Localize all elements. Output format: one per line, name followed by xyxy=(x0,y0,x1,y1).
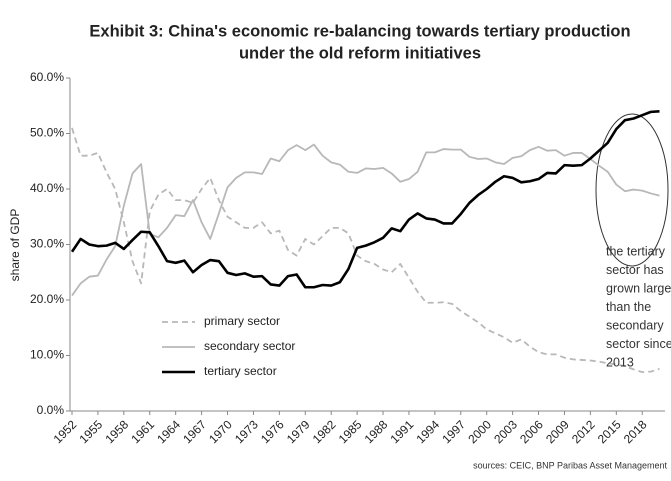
x-tick-label: 1997 xyxy=(439,417,468,446)
y-tick-label: 50.0% xyxy=(30,126,64,140)
y-tick-label: 30.0% xyxy=(30,237,64,251)
x-tick-label: 1985 xyxy=(336,417,365,446)
x-tick-label: 1979 xyxy=(284,417,313,446)
x-tick-label: 1988 xyxy=(362,417,391,446)
x-tick-label: 1982 xyxy=(310,417,339,446)
y-tick-label: 40.0% xyxy=(30,181,64,195)
y-axis-label: share of GDP xyxy=(8,209,22,282)
x-tick-label: 1994 xyxy=(413,417,442,446)
x-tick-label: 1967 xyxy=(180,417,209,446)
x-tick-label: 2000 xyxy=(465,417,494,446)
x-tick-label: 2006 xyxy=(517,417,546,446)
annotation: than the xyxy=(606,300,651,314)
x-tick-label: 2015 xyxy=(595,417,624,446)
x-tick-label: 1976 xyxy=(258,417,287,446)
x-tick-label: 1973 xyxy=(232,417,261,446)
annotation: sector since xyxy=(606,337,671,351)
annotation: sector has xyxy=(606,263,664,277)
series-line xyxy=(71,143,660,297)
x-tick-label: 2018 xyxy=(621,417,650,446)
series-line xyxy=(71,127,660,374)
annotation: the tertiary xyxy=(606,244,666,258)
x-tick-label: 2012 xyxy=(569,417,598,446)
series-line xyxy=(70,110,660,289)
x-tick-label: 1991 xyxy=(388,417,417,446)
source-note: sources: CEIC, BNP Paribas Asset Managem… xyxy=(473,460,667,470)
legend-label: tertiary sector xyxy=(204,364,277,378)
x-tick-label: 1952 xyxy=(51,417,80,446)
y-tick-label: 20.0% xyxy=(30,292,64,306)
x-tick-label: 1958 xyxy=(102,417,131,446)
y-tick-label: 10.0% xyxy=(30,348,64,362)
annotation: 2013 xyxy=(606,355,634,369)
chart-title: Exhibit 3: China's economic re-balancing… xyxy=(89,22,630,40)
x-tick-label: 2009 xyxy=(543,417,572,446)
x-tick-label: 1961 xyxy=(128,417,157,446)
x-tick-label: 1964 xyxy=(154,417,183,446)
x-tick-label: 1955 xyxy=(77,417,106,446)
x-tick-label: 1970 xyxy=(206,417,235,446)
legend-label: secondary sector xyxy=(204,339,295,353)
highlight-ellipse xyxy=(595,113,669,267)
y-tick-label: 0.0% xyxy=(37,403,65,417)
annotation: grown larger xyxy=(606,281,671,295)
x-tick-label: 2003 xyxy=(491,417,520,446)
chart-title: under the old reform initiatives xyxy=(239,44,481,62)
y-tick-label: 60.0% xyxy=(30,70,64,84)
legend-label: primary sector xyxy=(204,314,280,328)
annotation: secondary xyxy=(606,318,664,332)
